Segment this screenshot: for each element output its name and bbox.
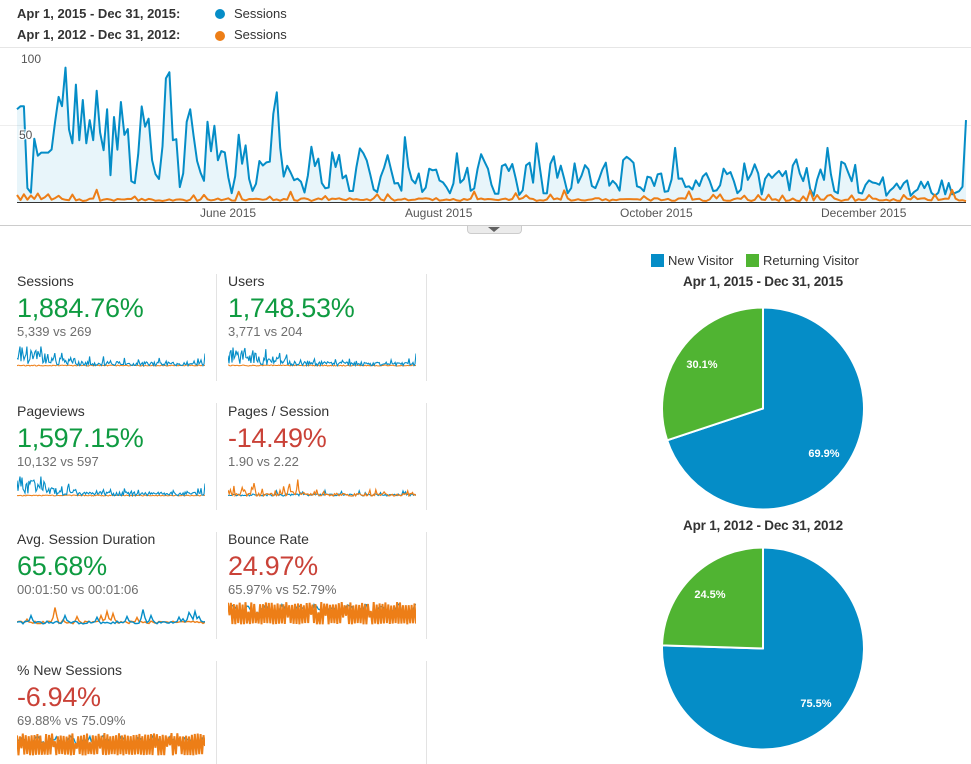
svg-text:69.9%: 69.9% xyxy=(808,448,839,460)
svg-text:30.1%: 30.1% xyxy=(686,359,717,371)
svg-text:24.5%: 24.5% xyxy=(694,589,725,601)
svg-text:75.5%: 75.5% xyxy=(800,698,831,710)
